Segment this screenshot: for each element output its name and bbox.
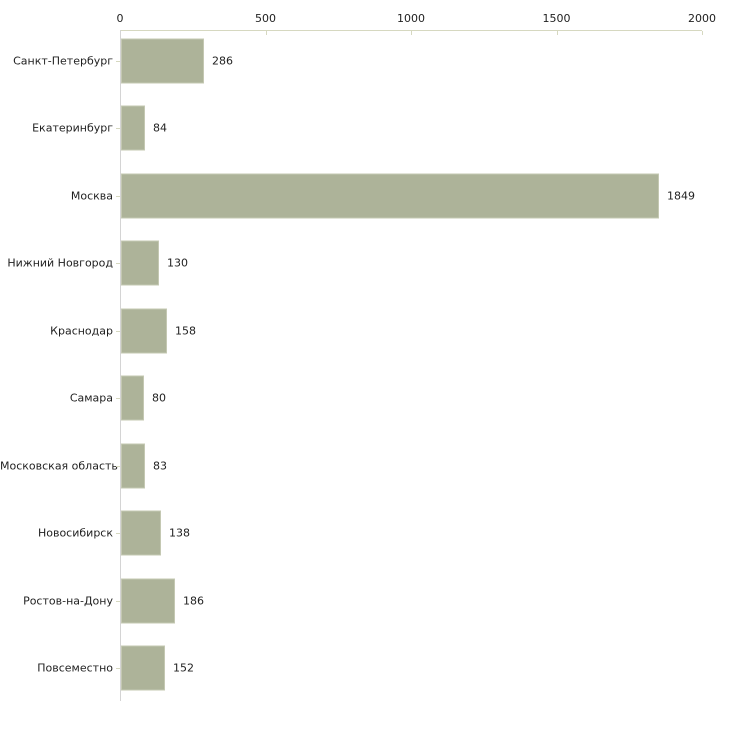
x-axis-tick-mark [702,31,703,35]
y-axis-tick-mark [116,195,120,197]
bar [121,308,167,354]
bar [121,578,175,624]
x-axis-tick-label: 1500 [542,12,571,25]
bar-value-label: 138 [169,526,190,540]
bar [121,375,144,421]
x-axis-tick-mark [411,31,412,35]
y-axis-tick-mark [116,600,120,602]
chart-row: Москва 1849 [0,162,730,230]
chart-row: Санкт-Петербург 286 [0,27,730,95]
y-axis-line [120,30,121,701]
y-axis-tick-mark [116,465,120,467]
y-axis-tick-mark [116,668,120,670]
chart-row: Повсеместно 152 [0,635,730,703]
x-axis-tick-mark [265,31,267,35]
bar [121,645,165,691]
category-label: Санкт-Петербург [13,54,113,68]
bar [121,38,204,84]
category-label: Екатеринбург [32,121,113,135]
bar-value-label: 186 [183,594,204,608]
category-label: Повсеместно [37,661,113,675]
bar [121,510,161,556]
bar [121,105,145,151]
bar-value-label: 83 [153,459,167,473]
y-axis-tick-mark [116,128,120,130]
y-axis-tick-mark [116,533,120,535]
category-label: Ростов-на-Дону [23,594,113,608]
chart-row: Нижний Новгород 130 [0,230,730,298]
x-axis-tick-label: 2000 [688,12,716,25]
x-axis-tick-label: 1000 [397,12,425,25]
y-axis-tick-mark [116,330,120,332]
x-axis-tick-mark [556,31,558,35]
bar-value-label: 130 [167,256,188,270]
chart-row: Екатеринбург 84 [0,95,730,163]
category-label: Нижний Новгород [7,256,113,270]
category-label: Самара [69,391,113,405]
x-axis-tick-label: 500 [255,12,276,25]
x-axis-tick-label: 0 [116,12,124,25]
y-axis-tick-mark [116,398,120,400]
chart-row: Новосибирск 138 [0,500,730,568]
bar-value-label: 1849 [667,189,695,203]
bar [121,173,659,219]
y-axis-tick-mark [116,60,120,62]
bar [121,443,145,489]
bar-value-label: 84 [153,121,167,135]
bar-value-label: 158 [175,324,196,338]
bar-value-label: 286 [212,54,233,68]
chart-row: Краснодар 158 [0,297,730,365]
category-label: Москва [70,189,113,203]
x-axis-line [120,30,702,31]
bar-value-label: 152 [173,661,194,675]
bar-value-label: 80 [152,391,166,405]
chart-row: Самара 80 [0,365,730,433]
category-label: Краснодар [50,324,113,338]
category-label: Московская область [0,459,118,473]
y-axis-tick-mark [116,263,120,265]
category-label: Новосибирск [37,526,113,540]
bar [121,240,159,286]
chart-row: Московская область 83 [0,432,730,500]
chart-row: Ростов-на-Дону 186 [0,567,730,635]
